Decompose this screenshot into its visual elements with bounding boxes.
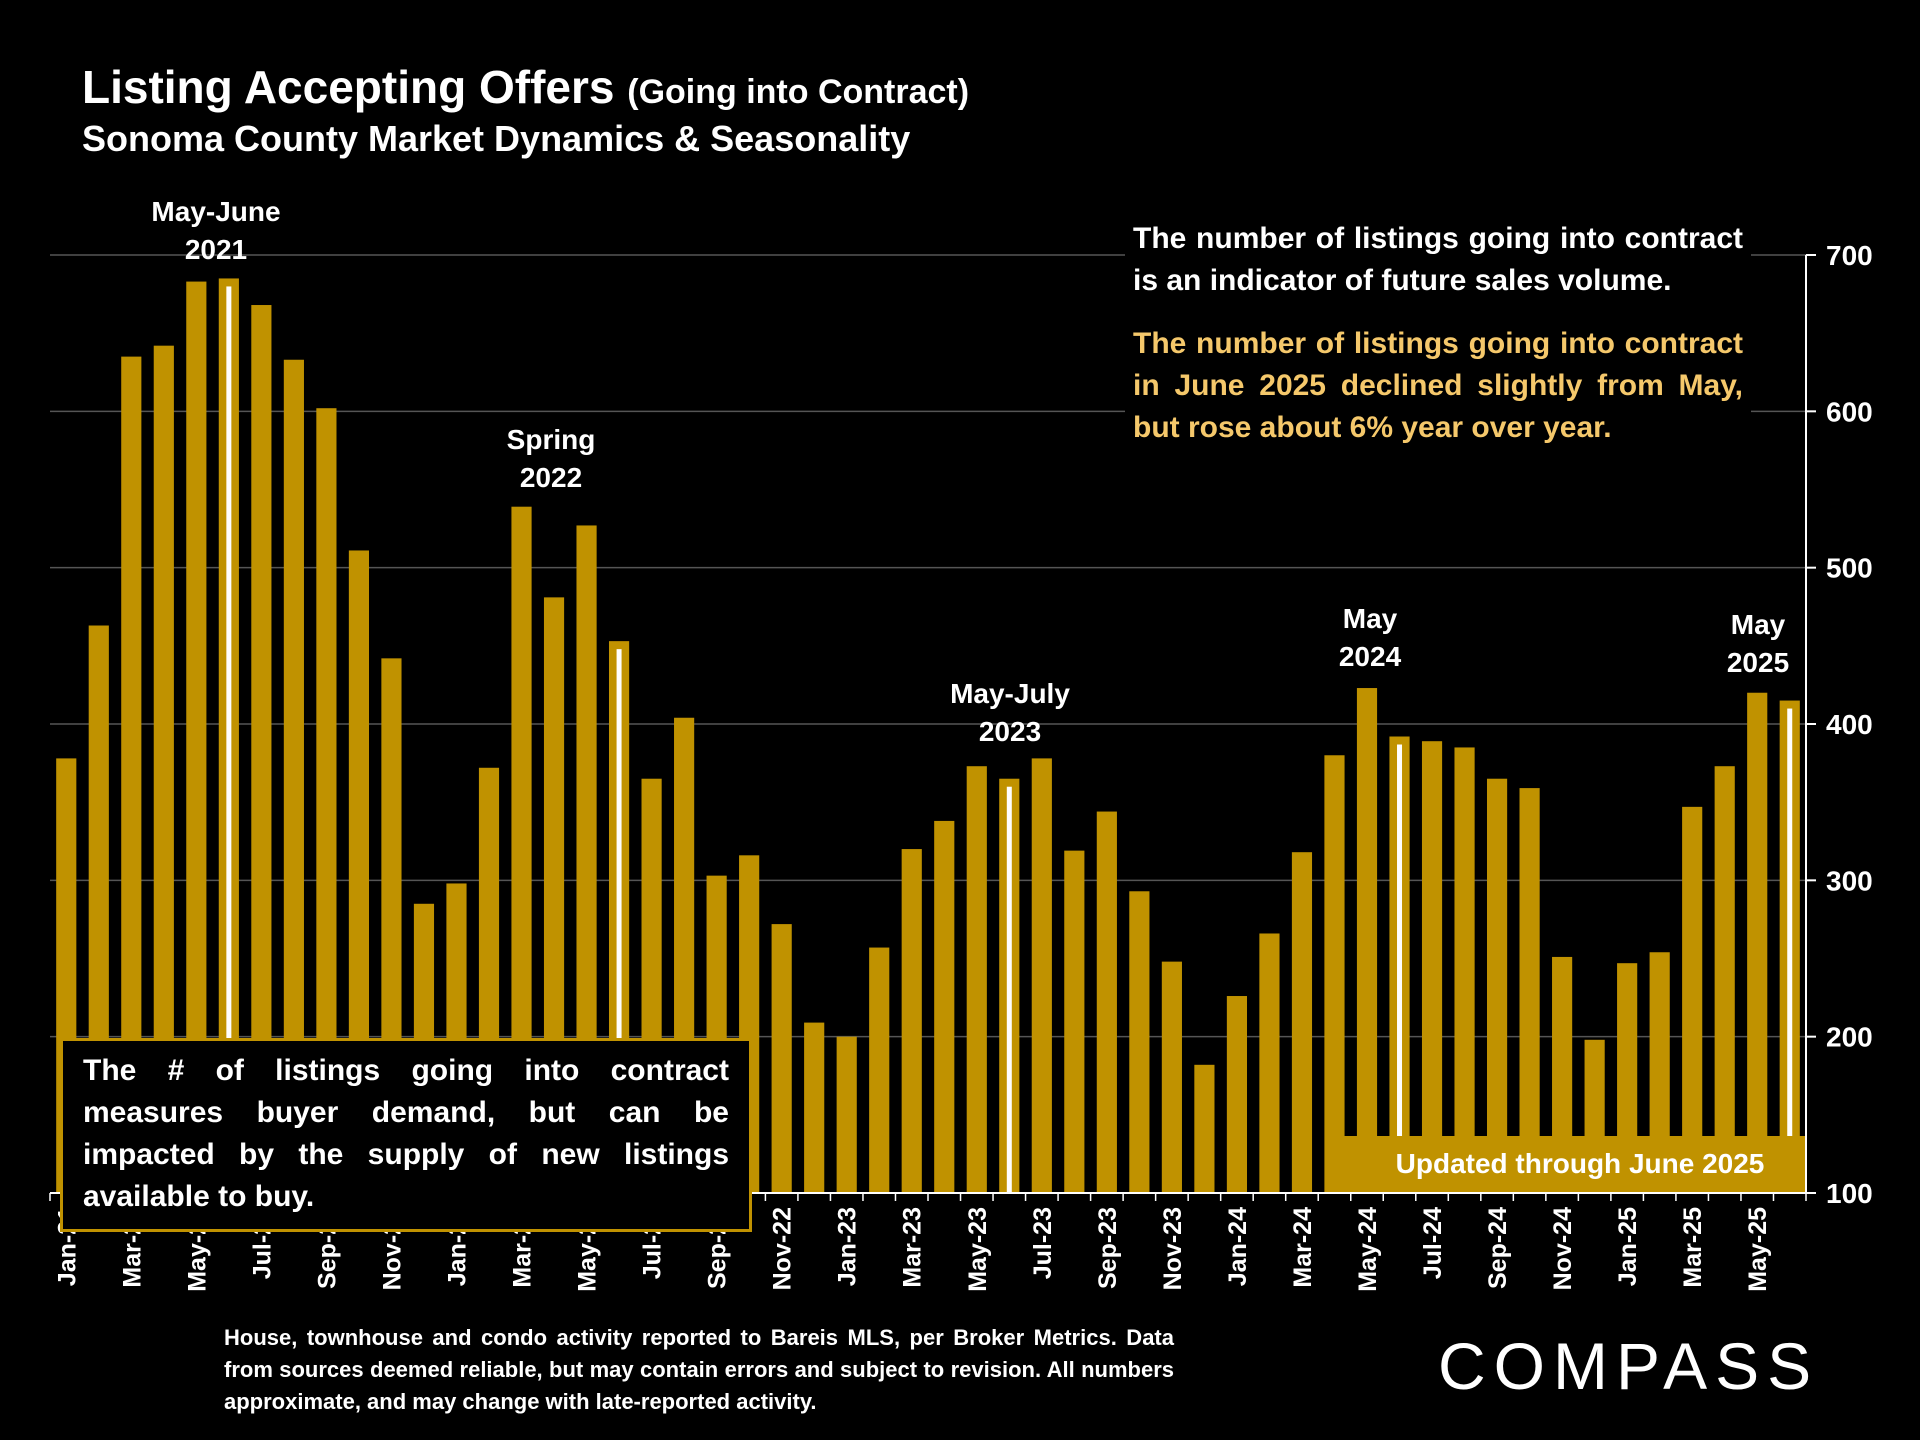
bar	[153, 345, 174, 1193]
updated-badge: Updated through June 2025	[1325, 1136, 1805, 1192]
title-paren: (Going into Contract)	[627, 73, 970, 111]
chart-subtitle: Sonoma County Market Dynamics & Seasonal…	[82, 118, 911, 159]
x-tick-label: Jul-23	[1029, 1207, 1057, 1279]
annotation-2025: May 2025	[1726, 609, 1790, 678]
bar-highlight	[226, 286, 232, 1193]
y-tick-label: 300	[1826, 865, 1873, 896]
y-tick-label: 100	[1826, 1178, 1873, 1209]
bar	[1649, 952, 1670, 1193]
bar	[1714, 766, 1735, 1193]
x-tick-label: Jul-24	[1419, 1207, 1447, 1279]
bar	[1356, 688, 1378, 1193]
bar	[1129, 891, 1150, 1193]
bar	[1421, 741, 1443, 1193]
bar	[836, 1036, 857, 1193]
chart-title: Listing Accepting Offers (Going into Con…	[82, 60, 969, 114]
x-tick-label: May-25	[1744, 1207, 1772, 1292]
compass-logo: COMPASS	[1438, 1329, 1820, 1403]
bar	[1552, 956, 1573, 1193]
bar-highlight	[1006, 786, 1012, 1193]
bar	[1194, 1064, 1215, 1193]
bar	[804, 1022, 825, 1193]
y-tick-label: 500	[1826, 553, 1873, 584]
x-tick-label: Jan-25	[1614, 1207, 1642, 1286]
bar	[771, 924, 792, 1193]
x-tick-label: Jan-24	[1224, 1207, 1252, 1286]
y-tick-label: 400	[1826, 709, 1873, 740]
x-tick-label: May-24	[1354, 1207, 1382, 1292]
bar	[1226, 996, 1248, 1193]
bar	[869, 947, 890, 1193]
x-tick-label: May-23	[964, 1207, 992, 1292]
footnote: House, townhouse and condo activity repo…	[224, 1325, 1174, 1414]
bar	[576, 525, 597, 1193]
x-tick-label: Sep-23	[1094, 1207, 1122, 1289]
bar	[1096, 811, 1117, 1193]
bar	[121, 356, 142, 1193]
bar	[1064, 850, 1085, 1193]
bar	[1291, 852, 1313, 1193]
bar	[901, 849, 922, 1193]
bar	[934, 820, 955, 1193]
bar	[316, 408, 337, 1193]
note-june-2025: The number of listings going into contra…	[1125, 323, 1751, 449]
annotation-2021: May-June 2021	[151, 196, 281, 265]
bar	[1747, 692, 1768, 1193]
x-tick-label: Nov-23	[1159, 1207, 1187, 1290]
bar-highlight	[1397, 744, 1403, 1193]
bar	[966, 766, 987, 1193]
bar	[186, 281, 207, 1193]
bar	[511, 506, 532, 1193]
x-tick-label: Nov-22	[769, 1207, 797, 1290]
y-tick-label: 700	[1826, 240, 1873, 271]
bar	[1259, 933, 1280, 1193]
bar	[251, 305, 272, 1193]
bar	[1519, 788, 1540, 1193]
bar	[1324, 755, 1345, 1193]
x-tick-label: Sep-24	[1484, 1207, 1512, 1289]
bar	[283, 359, 304, 1193]
bar-highlight	[616, 649, 622, 1193]
bar	[1617, 963, 1638, 1193]
x-tick-label: Jan-23	[834, 1207, 862, 1286]
bar	[348, 550, 370, 1193]
x-tick-label: Mar-23	[899, 1207, 927, 1288]
annotation-2022: Spring 2022	[506, 424, 596, 493]
x-tick-label: Mar-24	[1289, 1207, 1317, 1288]
annotation-2024: May 2024	[1338, 603, 1402, 672]
bar-highlight	[1787, 708, 1793, 1193]
bar	[1682, 806, 1703, 1193]
bar	[1454, 747, 1475, 1193]
note-indicator: The number of listings going into contra…	[1125, 218, 1751, 302]
y-tick-label: 600	[1826, 396, 1873, 427]
annotation-2023: May-July 2023	[950, 678, 1070, 747]
demand-note-box: The # of listings going into contract me…	[60, 1038, 752, 1232]
bar	[1161, 961, 1182, 1193]
x-tick-label: Mar-25	[1679, 1207, 1707, 1288]
y-tick-label: 200	[1826, 1022, 1873, 1053]
bar	[1486, 778, 1508, 1193]
bar	[1031, 758, 1052, 1193]
title-main: Listing Accepting Offers	[82, 61, 615, 113]
x-tick-label: Nov-24	[1549, 1207, 1577, 1290]
